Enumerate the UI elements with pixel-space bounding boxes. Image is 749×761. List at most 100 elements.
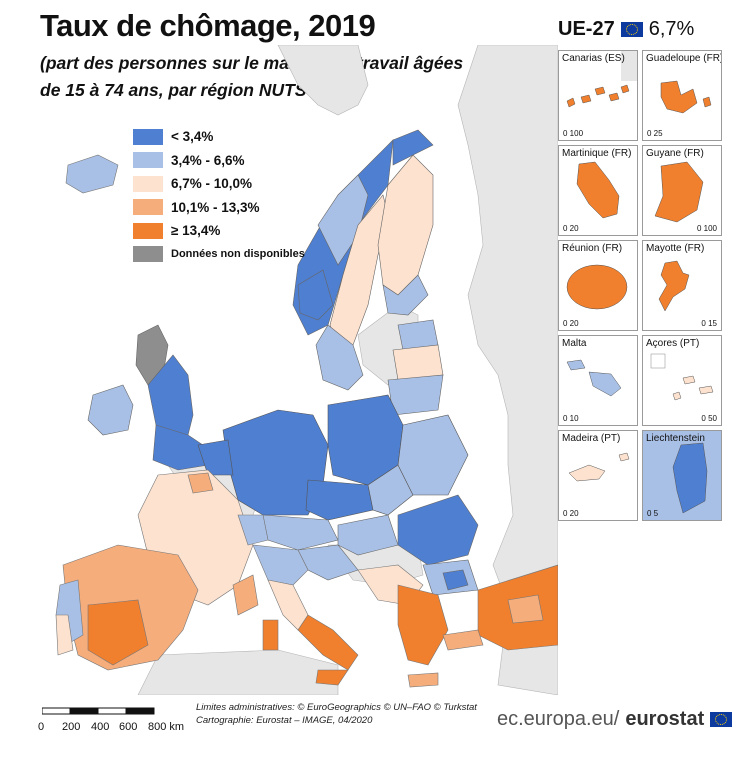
inset-map [660,80,712,114]
region-ireland [87,384,134,436]
legend-swatch [133,128,163,145]
brand-bold: eurostat [625,708,705,730]
inset-scale: 0 25 [647,129,663,138]
legend-item: 10,1% - 13,3% [133,196,305,220]
region-latvia [392,344,444,381]
inset-madeira: Madeira (PT) 0 20 [558,430,638,521]
legend-swatch [133,175,163,192]
legend-item: < 3,4% [133,125,305,149]
eu-flag-icon [620,22,643,37]
inset-map [566,359,622,397]
inset-canarias: Canarias (ES) 0 100 [558,50,638,141]
legend-item: Données non disponibles [133,243,305,267]
region-france-south [232,574,259,616]
eurostat-brand[interactable]: ec.europa.eu/eurostat [497,708,733,731]
region-portugal-south [55,614,74,656]
inset-map [650,353,714,401]
eu-average: UE-27 6,7% [558,18,694,41]
inset-scale: 0 20 [563,224,579,233]
region-italy-north [252,544,309,586]
inset-map [658,260,690,312]
legend-item: ≥ 13,4% [133,219,305,243]
inset-map [576,161,620,219]
inset-mayotte: Mayotte (FR) 0 15 [642,240,722,331]
inset-name: Guadeloupe (FR) [646,53,722,64]
inset-name: Martinique (FR) [562,148,632,159]
region-turkey-west [507,594,544,624]
inset-scale: 0 15 [701,319,717,328]
credits-line-1: Limites administratives: © EuroGeographi… [196,702,477,713]
region-poland-east [397,414,469,496]
scale-bar [42,707,155,715]
inset-scale: 0 20 [563,319,579,328]
region-crete [407,672,439,688]
region-austria [262,514,339,551]
legend-swatch [133,152,163,169]
legend-label: Données non disponibles [171,248,305,261]
scale-label: 200 [62,721,81,733]
inset-scale: 0 100 [563,129,584,138]
region-hungary [337,514,399,556]
inset-map [568,452,630,482]
legend-label: 10,1% - 13,3% [171,199,260,215]
region-turkey-coast [442,629,484,651]
region-sicily [315,669,349,686]
scale-label: 800 km [148,721,185,733]
inset-name: Malta [562,338,587,349]
legend-item: 3,4% - 6,6% [133,149,305,173]
inset-map [654,161,704,223]
region-spain-south [87,599,149,666]
legend-swatch [133,222,163,239]
inset-scale: 0 50 [701,414,717,423]
eu-flag-icon [710,712,733,727]
inset-malta: Malta 0 10 [558,335,638,426]
region-bulgaria-sw [442,569,469,591]
region-norway-west [297,269,334,321]
region-czechia [305,479,374,521]
legend-label: ≥ 13,4% [171,223,221,239]
region-sardinia [262,619,279,651]
inset-name: Madeira (PT) [562,433,621,444]
legend: < 3,4% 3,4% - 6,6% 6,7% - 10,0% 10,1% - … [133,125,305,266]
subtitle-line-2: de 15 à 74 ans, par région NUTS 2) [40,80,327,100]
legend-label: 6,7% - 10,0% [171,176,253,192]
map-title: Taux de chômage, 2019 [40,8,376,43]
inset-acores: Açores (PT) 0 50 [642,335,722,426]
credits: Limites administratives: © EuroGeographi… [196,701,477,727]
inset-name: Liechtenstein [646,433,705,444]
legend-item: 6,7% - 10,0% [133,172,305,196]
credits-line-2: Cartographie: Eurostat – IMAGE, 04/2020 [196,715,373,726]
region-benelux [197,439,234,476]
region-iceland [65,154,119,194]
scale-label: 0 [38,721,45,733]
inset-name: Réunion (FR) [562,243,623,254]
brand-prefix: ec.europa.eu/ [497,708,620,730]
region-sweden-south [315,324,364,391]
region-italy-south [297,614,359,671]
inset-guyane: Guyane (FR) 0 100 [642,145,722,236]
inset-name: Açores (PT) [646,338,700,349]
region-switzerland [237,514,269,546]
inset-liechtenstein: Liechtenstein 0 5 [642,430,722,521]
inset-guadeloupe: Guadeloupe (FR) 0 25 [642,50,722,141]
inset-map [643,442,708,520]
inset-name: Guyane (FR) [646,148,704,159]
legend-label: 3,4% - 6,6% [171,152,245,168]
region-france-north [187,472,214,494]
region-norway-mid [317,174,369,266]
inset-scale: 0 5 [647,509,659,518]
region-finland-north [392,129,434,166]
region-finland-south [382,274,429,316]
scale-label: 600 [119,721,138,733]
inset-map [566,264,628,310]
inset-scale: 0 100 [696,224,717,233]
inset-scale: 0 20 [563,509,579,518]
inset-name: Canarias (ES) [562,53,625,64]
inset-martinique: Martinique (FR) 0 20 [558,145,638,236]
legend-label: < 3,4% [171,129,214,145]
inset-map [566,51,637,108]
inset-scale: 0 10 [563,414,579,423]
region-lithuania [387,374,444,416]
region-romania [397,494,479,566]
region-slovakia [367,464,414,516]
